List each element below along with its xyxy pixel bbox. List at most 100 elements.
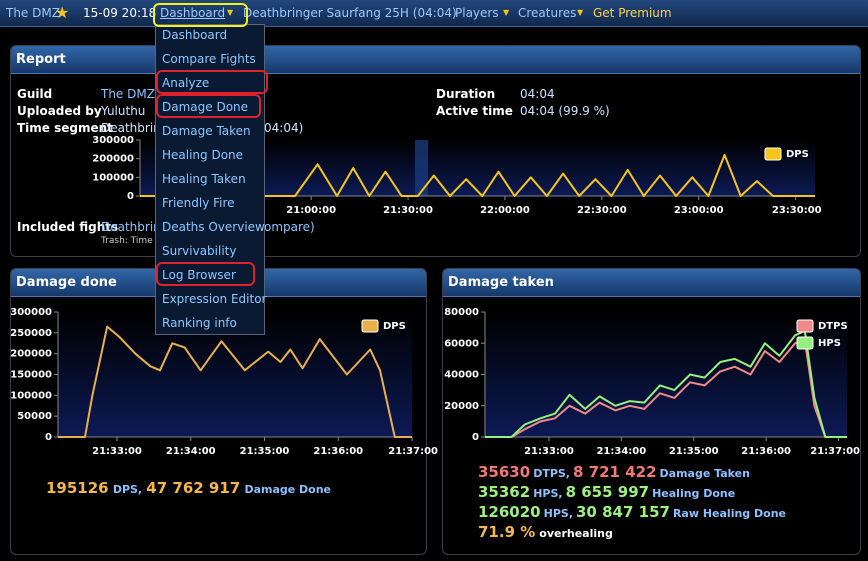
stat-unit: DPS, (112, 483, 143, 496)
field-value: 04:04) (264, 121, 304, 135)
x-tick-label: 21:35:00 (240, 446, 290, 457)
nav-date: 15-09 20:18 (83, 6, 157, 20)
x-tick-label: 21:37:00 (388, 446, 438, 457)
menu-item[interactable]: Damage Done (162, 100, 249, 114)
legend-label: DPS (786, 149, 809, 160)
dropdown-menu: Dashboard Compare Fights Analyze Damage Don… (155, 24, 267, 335)
stat-value: 35362 (478, 483, 531, 501)
nav-guild[interactable]: The DMZ (6, 6, 60, 20)
y-tick-label: 40000 (444, 370, 479, 381)
x-tick-label: 21:30:00 (383, 205, 433, 216)
field-label: Included fights (17, 220, 119, 234)
x-tick-label: 21:34:00 (596, 446, 646, 457)
stat-line: 126020 HPS, 30 847 157 Raw Healing Done (478, 503, 786, 521)
x-tick-label: 21:33:00 (524, 446, 574, 457)
highlight (156, 70, 268, 94)
menu-item[interactable]: Ranking info (162, 316, 237, 330)
x-tick-label: 23:00:00 (674, 205, 724, 216)
x-tick-label: 21:35:00 (669, 446, 719, 457)
stat-label: overhealing (539, 527, 613, 540)
x-tick-label: 21:36:00 (741, 446, 791, 457)
legend-label: DPS (383, 321, 406, 332)
menu-item[interactable]: Healing Taken (162, 172, 246, 186)
y-tick-label: 20000 (444, 401, 479, 412)
y-tick-label: 100000 (10, 390, 52, 401)
stat-value: 195126 (46, 479, 109, 497)
stat-value: 126020 (478, 503, 541, 521)
panel-title: Damage taken (443, 269, 860, 297)
dropdown-arrow: ▼ (227, 8, 234, 17)
x-tick-label: 21:33:00 (92, 446, 142, 457)
star-icon[interactable]: ★ (55, 3, 70, 22)
field-label: Duration (436, 87, 496, 101)
stat-label: Healing Done (652, 487, 736, 500)
y-tick-label: 0 (127, 191, 134, 202)
x-tick-label: 21:34:00 (166, 446, 216, 457)
highlight (153, 3, 248, 27)
x-tick-label: 22:00:00 (480, 205, 530, 216)
y-tick-label: 300000 (10, 307, 52, 318)
legend-swatch (361, 319, 379, 333)
y-tick-label: 200000 (10, 349, 52, 360)
x-tick-label: 21:36:00 (313, 446, 363, 457)
field-label: Uploaded by (17, 104, 102, 118)
field-value[interactable]: Deathbrin (101, 220, 161, 234)
highlight (156, 94, 261, 118)
legend-swatch (796, 336, 814, 350)
stat-label: Raw Healing Done (672, 507, 786, 520)
dropdown-arrow: ▼ (577, 8, 584, 17)
series-line (485, 329, 847, 438)
menu-item[interactable]: Expression Editor (162, 292, 267, 306)
field-value: 04:04 (520, 87, 555, 101)
stat-unit: HPS, (543, 507, 573, 520)
stat-unit: DTPS, (533, 467, 570, 480)
field-value: Yuluthu (101, 104, 146, 118)
field-label: Guild (17, 87, 53, 101)
nav-premium[interactable]: Get Premium (593, 6, 672, 20)
y-tick-label: 250000 (10, 328, 52, 339)
stat-line: 35362 HPS, 8 655 997 Healing Done (478, 483, 735, 501)
nav-fight[interactable]: Deathbringer Saurfang 25H (04:04) (243, 6, 457, 20)
menu-item[interactable]: Dashboard (162, 28, 228, 42)
stat-label: Damage Done (244, 483, 332, 496)
legend-swatch (796, 319, 814, 333)
nav-creatures[interactable]: Creatures (518, 6, 577, 20)
legend-swatch (764, 147, 782, 161)
field-value: 04:04 (99.9 %) (520, 104, 610, 118)
stat-total: 8 721 422 (573, 463, 657, 481)
stat-value: 35630 (478, 463, 531, 481)
stat-line: 195126 DPS, 47 762 917 Damage Done (46, 479, 331, 497)
nav-dashboard[interactable]: Dashboard (160, 6, 226, 20)
menu-item[interactable]: Log Browser (162, 268, 236, 282)
menu-item[interactable]: Friendly Fire (162, 196, 235, 210)
panel-title: Report (11, 46, 860, 74)
field-value: Deathbrin (101, 121, 161, 135)
y-tick-label: 150000 (10, 370, 52, 381)
field-value[interactable]: ompare) (264, 220, 315, 234)
segment-band (415, 140, 428, 196)
y-tick-label: 300000 (92, 135, 134, 146)
field-label: Active time (436, 104, 513, 118)
series-line (58, 325, 412, 438)
y-tick-label: 0 (472, 432, 479, 443)
y-tick-label: 200000 (92, 154, 134, 165)
field-label: Time segment (17, 121, 113, 135)
stat-line: 35630 DTPS, 8 721 422 Damage Taken (478, 463, 750, 481)
stat-total: 47 762 917 (146, 479, 241, 497)
menu-item[interactable]: Damage Taken (162, 124, 251, 138)
menu-item[interactable]: Compare Fights (162, 52, 256, 66)
legend-label: HPS (818, 338, 841, 349)
menu-item[interactable]: Survivability (162, 244, 237, 258)
y-tick-label: 60000 (444, 338, 479, 349)
y-tick-label: 80000 (444, 307, 479, 318)
y-tick-label: 50000 (17, 411, 52, 422)
menu-item[interactable]: Analyze (162, 76, 210, 90)
field-value[interactable]: The DMZ (101, 87, 155, 101)
menu-item[interactable]: Healing Done (162, 148, 244, 162)
nav-players[interactable]: Players (455, 6, 499, 20)
stat-label: Damage Taken (659, 467, 750, 480)
menu-item[interactable]: Deaths Overview (162, 220, 265, 234)
x-tick-label: 21:37:00 (810, 446, 860, 457)
x-tick-label: 23:30:00 (772, 205, 822, 216)
